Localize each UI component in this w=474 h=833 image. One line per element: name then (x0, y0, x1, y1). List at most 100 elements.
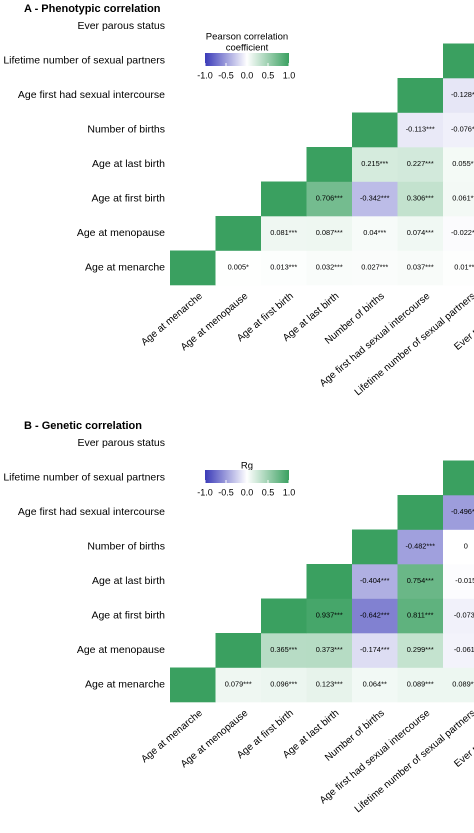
legend-tick-label: 0.5 (262, 70, 275, 80)
row-axis-label: Ever parous status (77, 437, 165, 449)
row-axis-label: Age first had sexual intercourse (18, 506, 165, 518)
color-legend: Rg -1.0 -0.5 0.0 0.5 1.0 (197, 461, 295, 498)
cell-value-label: 0.754*** (407, 576, 434, 585)
row-axis-label: Age first had sexual intercourse (18, 89, 165, 101)
heatmap-cell (306, 216, 353, 251)
cell-value-label: 0.037*** (407, 263, 434, 272)
heatmap-cell (352, 598, 398, 634)
heatmap-cell (261, 633, 307, 668)
cell-value-label: 0.937*** (316, 611, 343, 620)
legend-tick-label: 1.0 (283, 70, 296, 80)
row-axis-label: Number of births (87, 541, 165, 553)
heatmap-cell (443, 460, 474, 496)
heatmap-cell (215, 216, 262, 251)
cell-value-label: 0.811*** (407, 611, 434, 620)
heatmap-cell (443, 216, 474, 251)
cell-value-label: 0.227*** (407, 159, 434, 168)
legend-tick-label: -0.5 (218, 487, 234, 497)
heatmap-cell (261, 181, 307, 217)
cell-value-label: 0.087*** (316, 228, 343, 237)
cell-value-label: 0.123*** (316, 680, 343, 689)
legend-tick-label: 0.0 (241, 487, 254, 497)
heatmap-cell (306, 564, 353, 599)
cell-value-label: 0.215*** (361, 159, 388, 168)
heatmap-cell (397, 216, 444, 251)
heatmap-cell (443, 495, 474, 530)
heatmap-cell (352, 216, 398, 251)
cell-value-label: 0.005* (228, 263, 249, 272)
heatmap-cell (397, 598, 444, 634)
legend-title: coefficient (226, 43, 269, 54)
heatmap-cell (397, 250, 444, 286)
heatmap-panel-genetic: B - Genetic correlation 0.079*** 0.096*** 0… (3, 420, 474, 815)
cell-value-label: 0.089*** (407, 680, 434, 689)
cell-value-label: 0.706*** (316, 194, 343, 203)
heatmap-cell (443, 598, 474, 634)
row-axis-label: Age at menopause (77, 644, 165, 656)
heatmap-cell (397, 564, 444, 599)
heatmap-cell (352, 112, 398, 148)
heatmap-cell (306, 147, 353, 182)
row-axis-label: Lifetime number of sexual partners (3, 55, 165, 67)
heatmap-cell (397, 147, 444, 182)
heatmap-cell (170, 667, 216, 703)
heatmap-cell (352, 667, 398, 703)
cell-value-label: 0.306*** (407, 194, 434, 203)
heatmap-cell (443, 43, 474, 79)
heatmap-cell (397, 112, 444, 148)
cell-value-label: 0.01*** (454, 263, 474, 272)
cell-value-label: 0.373*** (316, 645, 343, 654)
heatmap-cell (306, 667, 353, 703)
legend-tick-label: 0.0 (241, 70, 254, 80)
heatmap-cell (352, 633, 398, 668)
heatmap-cell (170, 250, 216, 286)
heatmap-cell (261, 667, 307, 703)
cell-value-label: -0.174*** (360, 645, 390, 654)
row-axis-label: Age at menarche (85, 679, 165, 691)
heatmap-cell (261, 250, 307, 286)
cell-value-label: -0.015 (455, 576, 474, 585)
row-axis-label: Age at menarche (85, 262, 165, 274)
cell-value-label: -0.642*** (360, 611, 390, 620)
heatmap-cell (261, 216, 307, 251)
heatmap-cell (443, 112, 474, 148)
legend-tick-label: 1.0 (283, 487, 296, 497)
heatmap-cell (397, 181, 444, 217)
cell-value-label: -0.022*** (451, 228, 474, 237)
cell-value-label: -0.496*** (451, 507, 474, 516)
row-axis-label: Age at last birth (92, 158, 165, 170)
heatmap-cell (215, 633, 262, 668)
heatmap-cell (261, 598, 307, 634)
heatmap-cell (397, 529, 444, 565)
cell-value-label: 0.079*** (225, 680, 252, 689)
legend-title: Pearson correlation (206, 32, 288, 43)
row-axis-label: Number of births (87, 124, 165, 136)
heatmap-cell (397, 495, 444, 530)
cell-value-label: 0.081*** (270, 228, 297, 237)
cell-value-label: -0.113*** (406, 125, 435, 134)
heatmap-cell (215, 667, 262, 703)
cell-value-label: 0.061*** (452, 194, 474, 203)
cell-value-label: 0.032*** (316, 263, 343, 272)
cell-value-label: 0.074*** (407, 228, 434, 237)
panel-title: A - Phenotypic correlation (24, 3, 161, 15)
cell-value-label: 0.013*** (270, 263, 297, 272)
cell-value-label: -0.342*** (360, 194, 390, 203)
heatmap-cell (443, 667, 474, 703)
heatmap-cell (443, 633, 474, 668)
legend-colorbar (205, 53, 289, 66)
cell-value-label: -0.073* (454, 611, 474, 620)
cell-value-label: -0.404*** (360, 576, 390, 585)
heatmap-cell (352, 564, 398, 599)
heatmap-cell (443, 529, 474, 565)
heatmap-cell (443, 181, 474, 217)
heatmap-cell (306, 181, 353, 217)
heatmap-cell (352, 181, 398, 217)
cell-value-label: 0 (464, 542, 468, 551)
heatmap-cell (215, 250, 262, 286)
cell-value-label: 0.365*** (270, 645, 297, 654)
heatmap-cell (443, 564, 474, 599)
